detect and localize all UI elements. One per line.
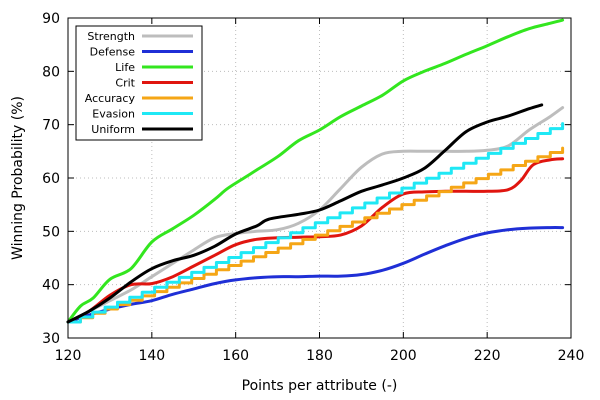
y-tick-label: 50 [42,224,60,240]
y-tick-label: 40 [42,278,60,294]
x-tick-label: 220 [474,348,501,364]
legend-label-uniform: Uniform [91,123,135,136]
series-line-evasion [66,122,565,324]
legend: Strength Defense Life Crit Accuracy Evasion Un… [75,25,203,141]
x-tick-label: 200 [390,348,417,364]
y-tick-label: 30 [42,331,60,347]
y-tick-label: 70 [42,118,60,134]
series-line-defense [66,226,565,324]
x-tick-label: 240 [558,348,585,364]
series-line-life [66,18,565,324]
legend-label-evasion: Evasion [92,108,135,121]
y-tick-label: 90 [42,11,60,27]
x-tick-label: 180 [306,348,333,364]
x-tick-label: 140 [138,348,165,364]
legend-label-defense: Defense [90,46,136,59]
y-axis-label: Winning Probability (%) [10,96,26,260]
y-tick-label: 60 [42,171,60,187]
series-lines [66,18,565,324]
y-tick-label: 80 [42,64,60,80]
legend-label-strength: Strength [87,30,135,43]
x-axis-label: Points per attribute (-) [242,378,398,394]
legend-label-accuracy: Accuracy [85,92,136,105]
x-tick-label: 120 [55,348,82,364]
legend-label-life: Life [115,61,135,74]
axis-ticks: 120 140 160 180 200 220 240 30 40 50 60 70 80 90 [42,11,584,364]
plot-frame [67,17,572,339]
series-line-crit [66,157,565,324]
legend-label-crit: Crit [115,77,135,90]
series-line-uniform [66,103,544,324]
series-line-accuracy [66,146,565,324]
x-tick-label: 160 [222,348,249,364]
